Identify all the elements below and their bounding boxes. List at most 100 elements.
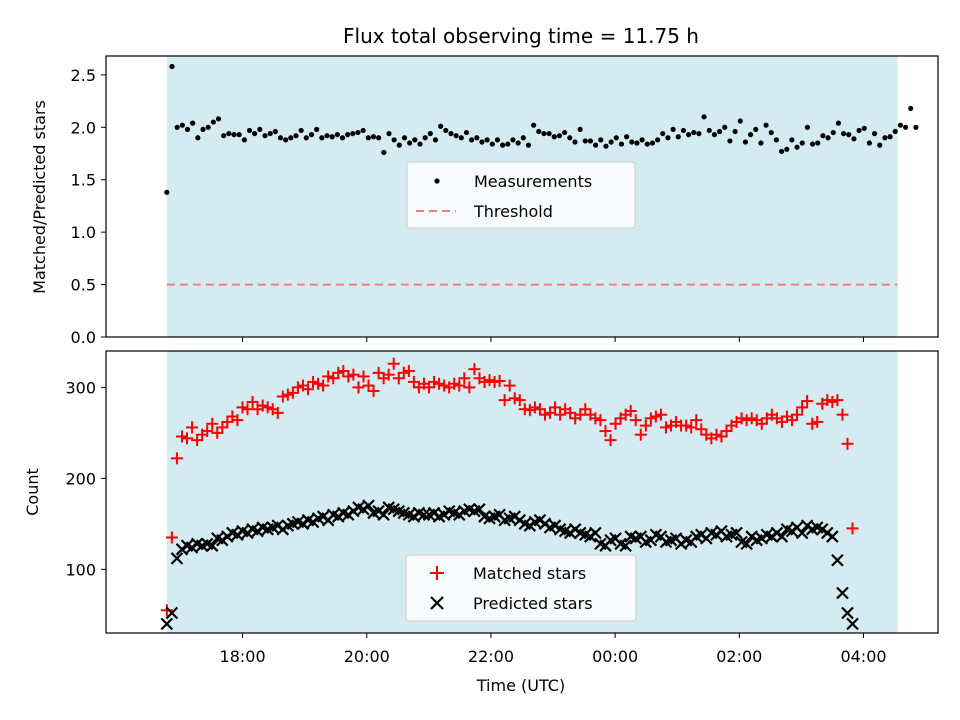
matched-star-point [599, 425, 612, 438]
bottom-x-tick-label: 18:00 [220, 647, 266, 666]
measurement-point [727, 138, 733, 144]
matched-star-point [347, 368, 360, 381]
chart-title: Flux total observing time = 11.75 h [343, 24, 699, 48]
bottom-y-tick-label: 200 [65, 469, 96, 488]
measurement-point [794, 144, 800, 150]
predicted-star-point [831, 553, 844, 567]
matched-star-point [191, 434, 204, 447]
predicted-star-point [795, 526, 809, 540]
matched-star-point [528, 401, 541, 414]
bottom-x-tick-label: 00:00 [592, 647, 638, 666]
measurement-point [799, 140, 805, 146]
predicted-star-point [730, 526, 743, 540]
matched-star-point [503, 379, 516, 392]
measurement-point [732, 128, 738, 135]
measurement-point [587, 138, 594, 144]
top-legend: Measurements Threshold [406, 161, 636, 229]
matched-star-point [574, 408, 587, 421]
bottom-x-tick-label: 02:00 [716, 647, 762, 666]
matched-star-point [690, 414, 703, 427]
measurement-point [856, 127, 862, 134]
measurement-point [660, 130, 666, 137]
bottom-x-tick-label: 22:00 [468, 647, 514, 666]
legend-matched-marker [430, 566, 444, 580]
matched-star-point [317, 379, 330, 392]
measurement-point [432, 137, 439, 143]
matched-star-point [286, 386, 299, 399]
measurement-point [381, 149, 387, 156]
measurement-point [448, 130, 454, 137]
measurement-points [164, 63, 919, 195]
measurement-point [484, 137, 490, 143]
bottom-y-axis-ticks: 100 200 300 [65, 378, 106, 579]
predicted-star-point [377, 508, 390, 522]
matched-star-point [407, 375, 420, 388]
measurement-point [902, 124, 909, 130]
top-y-tick-label: 2.0 [71, 118, 96, 137]
measurement-point [608, 139, 614, 145]
measurement-point [737, 118, 743, 124]
measurement-point [784, 146, 790, 152]
measurement-point [494, 137, 501, 143]
measurement-point [567, 135, 573, 141]
matched-star-point [327, 372, 340, 385]
matched-star-point [332, 366, 345, 379]
measurement-point [283, 137, 289, 143]
predicted-stars-points [160, 499, 859, 631]
matched-star-point [796, 401, 809, 414]
matched-star-point [554, 408, 567, 421]
predicted-star-point [160, 617, 174, 631]
matched-star-point [206, 417, 219, 430]
legend-predicted-marker [430, 596, 444, 610]
matched-star-point [523, 404, 536, 417]
measurement-point [329, 134, 335, 140]
measurement-point [345, 132, 351, 138]
bottom-panel: 100 200 300 18:00 20:00 22:00 00:00 02:00 04:00… [23, 350, 939, 695]
measurement-point [417, 141, 423, 147]
matched-star-point [312, 377, 325, 390]
measurement-point [474, 135, 480, 141]
measurement-point [685, 132, 692, 138]
matched-star-point [831, 394, 844, 407]
matched-star-point [715, 430, 728, 443]
top-y-tick-label: 0.5 [71, 276, 96, 295]
measurement-point [644, 141, 650, 147]
matched-star-point [791, 408, 804, 421]
legend-matched-label: Matched stars [473, 564, 586, 583]
measurement-point [438, 123, 444, 129]
measurement-point [324, 133, 330, 139]
predicted-star-point [619, 539, 632, 552]
measurement-point [722, 124, 728, 130]
measurement-point [670, 126, 676, 132]
matched-star-point [564, 406, 577, 419]
matched-star-point [372, 366, 385, 379]
matched-star-point [478, 375, 491, 388]
measurement-point [355, 129, 361, 136]
measurement-point [820, 133, 826, 139]
measurement-point [350, 130, 356, 137]
measurement-point [546, 130, 552, 137]
measurement-point [293, 133, 299, 139]
measurement-point [556, 133, 563, 139]
measurement-point [226, 130, 232, 137]
measurement-point [407, 140, 413, 146]
measurement-point [267, 130, 273, 137]
bottom-x-tick-label: 20:00 [344, 647, 390, 666]
matched-star-point [533, 403, 546, 416]
matched-star-point [428, 375, 441, 388]
measurement-point [655, 137, 661, 143]
bottom-x-tick-label: 04:00 [840, 647, 886, 666]
matched-star-point [322, 370, 335, 383]
measurement-point [360, 127, 366, 134]
bottom-y-tick-label: 100 [65, 560, 96, 579]
matched-star-point [291, 381, 304, 394]
measurement-point [262, 133, 268, 139]
measurement-point [536, 128, 542, 135]
matched-star-point [387, 357, 400, 370]
matched-star-point [392, 372, 405, 385]
matched-star-point [463, 381, 476, 394]
top-y-axis-ticks: 0.0 0.5 1.0 1.5 2.0 2.5 [71, 66, 106, 347]
measurement-point [169, 63, 175, 70]
measurement-point [871, 130, 878, 137]
